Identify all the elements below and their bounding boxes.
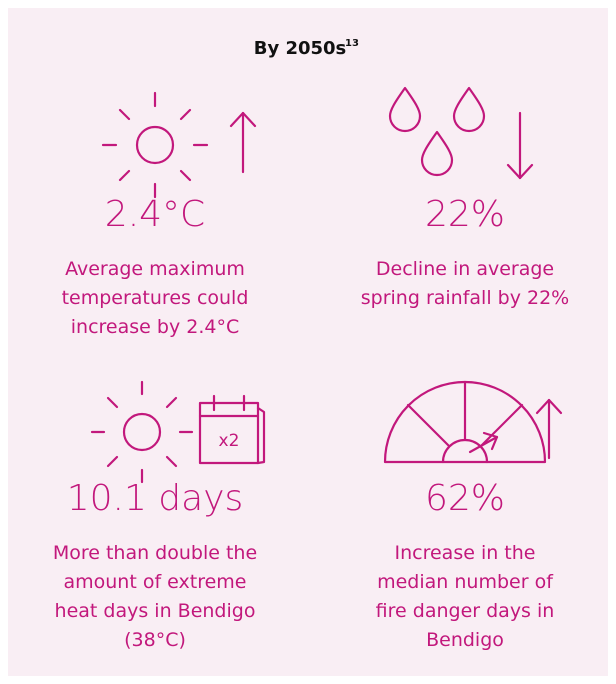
- description-line: median number of: [377, 571, 554, 593]
- descriptions: Average maximum temperatures could increas…: [53, 258, 569, 651]
- calendar-icon: [198, 394, 266, 465]
- title: By 2050s: [254, 38, 347, 59]
- description-line: temperatures could: [62, 287, 249, 309]
- description-line: Bendigo: [426, 629, 504, 651]
- description-line: Increase in the: [395, 542, 536, 564]
- up-arrow: [535, 398, 563, 460]
- panel: [8, 8, 608, 676]
- stat-value: 62%: [425, 478, 505, 519]
- description-line: increase by 2.4°C: [71, 316, 239, 338]
- description-line: amount of extreme: [63, 571, 246, 593]
- sun-icon: [90, 380, 194, 484]
- description-line: Decline in average: [376, 258, 554, 280]
- description-line: Average maximum: [65, 258, 245, 280]
- rain-icon: [388, 86, 486, 177]
- sun-icon: [101, 91, 209, 199]
- description-line: heat days in Bendigo: [55, 600, 256, 622]
- description-line: (38°C): [124, 629, 186, 651]
- description-line: fire danger days in: [376, 600, 555, 622]
- superscript: 13: [345, 38, 359, 49]
- down-arrow: [506, 111, 534, 180]
- icon-label: x2: [219, 431, 240, 451]
- up-arrow: [229, 111, 257, 174]
- stat-value: 10.1 days: [67, 478, 244, 519]
- stat-value: 22%: [425, 194, 505, 235]
- description-line: spring rainfall by 22%: [361, 287, 569, 309]
- gauge-icon: [383, 380, 547, 464]
- description-line: More than double the: [53, 542, 257, 564]
- stat-value: 2.4°C: [105, 194, 205, 235]
